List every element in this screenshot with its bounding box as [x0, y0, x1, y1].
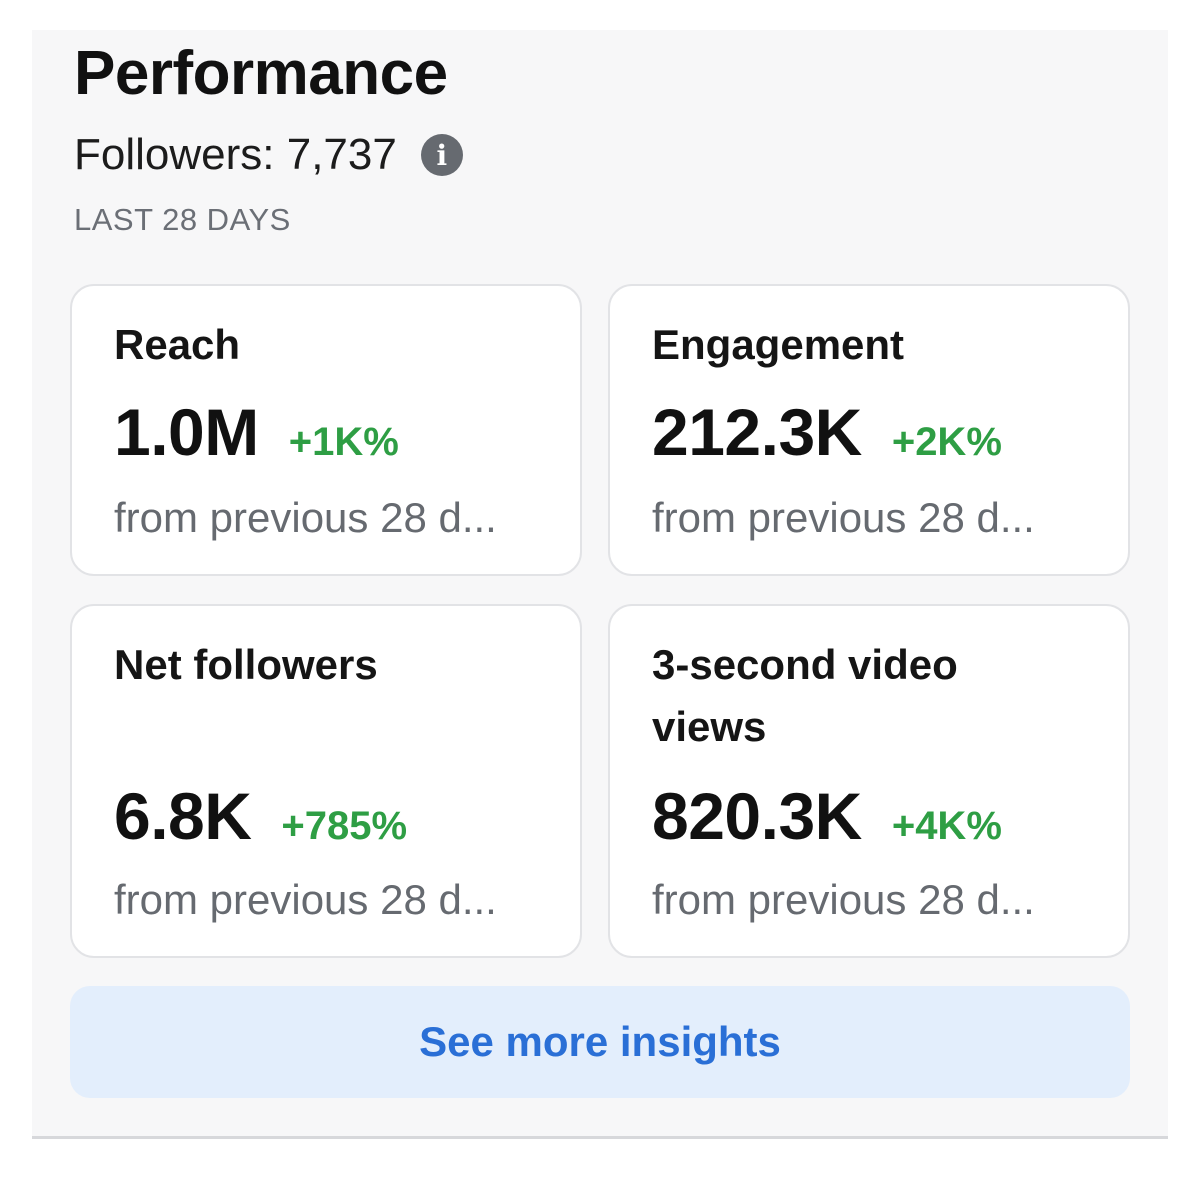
info-icon[interactable]: i: [420, 134, 463, 176]
metric-value-row: 6.8K +785%: [114, 778, 407, 854]
metric-title: Engagement: [652, 321, 905, 368]
metric-value: 212.3K: [652, 395, 862, 469]
see-more-insights-button[interactable]: See more insights: [70, 986, 1130, 1098]
metric-change-badge: +1K%: [288, 420, 399, 464]
followers-row: Followers: 7,737 i: [74, 128, 463, 182]
metric-value: 1.0M: [114, 395, 259, 469]
metric-title: Net followers: [114, 641, 378, 688]
metric-comparison-text: from previous 28 d...: [652, 494, 1035, 541]
metric-comparison-text: from previous 28 d...: [652, 876, 1035, 923]
metric-change-badge: +4K%: [891, 804, 1002, 848]
metric-value: 820.3K: [652, 779, 862, 853]
divider: [32, 1136, 1168, 1139]
metric-title: Reach: [114, 321, 241, 368]
metric-card-engagement[interactable]: Engagement 212.3K +2K% from previous 28 …: [608, 284, 1130, 576]
metric-value-row: 212.3K +2K%: [652, 394, 1002, 470]
metric-value: 6.8K: [114, 779, 252, 853]
metric-card-reach[interactable]: Reach 1.0M +1K% from previous 28 d...: [70, 284, 582, 576]
performance-panel: [32, 30, 1168, 1138]
metric-comparison-text: from previous 28 d...: [114, 876, 497, 923]
metric-card-net-followers[interactable]: Net followers 6.8K +785% from previous 2…: [70, 604, 582, 958]
metric-change-badge: +785%: [281, 804, 408, 848]
metric-comparison-text: from previous 28 d...: [114, 494, 497, 541]
metric-title: 3-second video views: [652, 641, 958, 750]
followers-count: Followers: 7,737: [74, 130, 397, 179]
page-title: Performance: [74, 39, 448, 108]
period-label: LAST 28 DAYS: [74, 202, 291, 237]
metric-change-badge: +2K%: [891, 420, 1002, 464]
metric-card-video-views[interactable]: 3-second video views 820.3K +4K% from pr…: [608, 604, 1130, 958]
metric-value-row: 820.3K +4K%: [652, 778, 1002, 854]
metric-value-row: 1.0M +1K%: [114, 394, 399, 470]
